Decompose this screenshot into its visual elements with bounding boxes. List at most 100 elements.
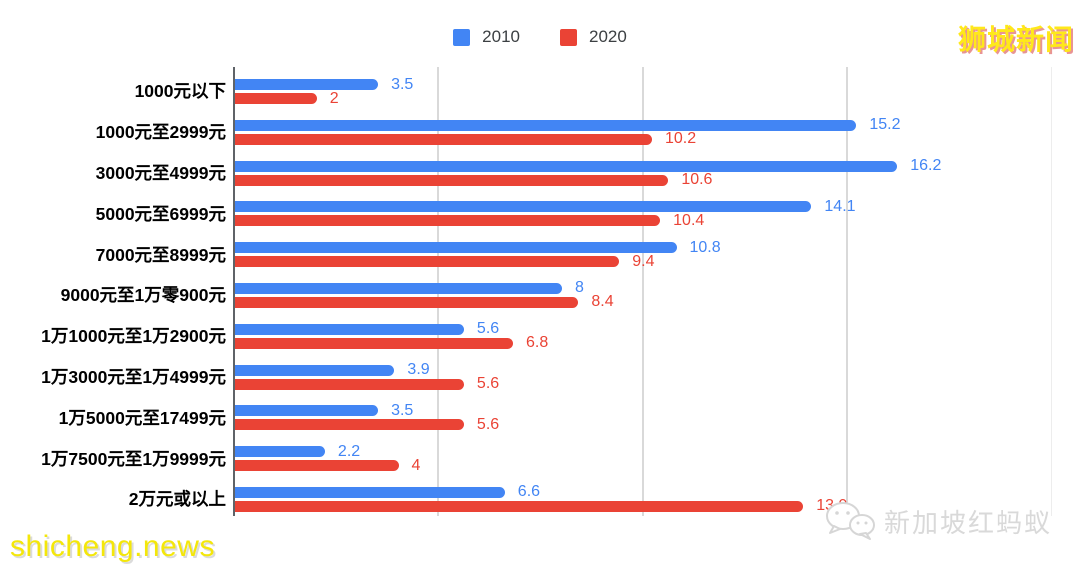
bar-group: 3.5 2 <box>233 67 1080 108</box>
bar-chart: 1000元以下 3.5 2 1000元至2999元 15.2 10.2 3000元至4999… <box>0 67 1080 516</box>
bar-2010 <box>235 486 505 498</box>
bar-2010 <box>235 201 812 213</box>
bar-line-2010: 8 <box>235 279 1080 297</box>
legend-swatch-2020 <box>560 28 577 46</box>
bar-group: 2.2 4 <box>233 434 1080 475</box>
bar-line-2020: 10.4 <box>235 211 1080 229</box>
value-label-2020: 10.2 <box>664 130 697 148</box>
bar-2020 <box>235 337 513 349</box>
bar-line-2020: 5.6 <box>235 415 1080 433</box>
bar-2020 <box>235 133 652 145</box>
watermark: 新加坡红蚂蚁 <box>824 500 1052 542</box>
watermark-text: 新加坡红蚂蚁 <box>883 508 1052 538</box>
legend-item-2020: 2020 <box>560 27 627 47</box>
bar-line-2010: 3.5 <box>235 75 1080 93</box>
chart-row: 5000元至6999元 14.1 10.4 <box>0 189 1080 230</box>
value-label-2020: 2 <box>329 89 339 107</box>
bar-line-2010: 15.2 <box>235 116 1080 134</box>
bar-line-2010: 2.2 <box>235 442 1080 460</box>
bar-line-2020: 8.4 <box>235 294 1080 310</box>
bar-group: 14.1 10.4 <box>233 189 1080 230</box>
value-label-2020: 10.6 <box>681 171 713 189</box>
bar-2020 <box>235 93 317 104</box>
value-label-2010: 16.2 <box>910 157 942 175</box>
chart-row: 7000元至8999元 10.8 9.4 <box>0 230 1080 271</box>
bar-2020 <box>235 296 579 308</box>
chart-row: 1万3000元至1万4999元 3.9 5.6 <box>0 353 1080 394</box>
category-label: 1万5000元至17499元 <box>58 407 226 428</box>
bar-2020 <box>235 256 620 268</box>
gridline-15 <box>846 67 849 516</box>
value-label-2010: 3.5 <box>391 75 414 93</box>
category-label: 1000元至2999元 <box>95 122 226 143</box>
bar-2020 <box>235 378 464 390</box>
bar-2010 <box>235 242 677 254</box>
value-label-2020: 5.6 <box>476 415 500 433</box>
bar-line-2010: 5.6 <box>235 320 1080 338</box>
chart-row: 1万7500元至1万9999元 2.2 4 <box>0 434 1080 475</box>
value-label-2010: 15.2 <box>869 116 901 134</box>
category-label: 5000元至6999元 <box>95 203 226 224</box>
bar-2010 <box>235 160 898 172</box>
bar-2010 <box>235 405 379 417</box>
bar-line-2020: 10.6 <box>235 171 1080 189</box>
value-label-2020: 10.4 <box>673 211 705 229</box>
bar-2010 <box>235 323 464 335</box>
value-label-2010: 14.1 <box>824 197 856 215</box>
bar-group: 3.5 5.6 <box>233 393 1080 434</box>
value-label-2010: 8 <box>575 279 584 297</box>
brand-logo: 狮城新闻 <box>957 24 1074 55</box>
bar-line-2020: 4 <box>235 456 1080 474</box>
chart-legend: 2010 2020 <box>0 24 1080 50</box>
bar-line-2010: 6.6 <box>235 484 1080 500</box>
category-label: 1万3000元至1万4999元 <box>41 366 226 387</box>
bar-group: 8 8.4 <box>233 271 1080 312</box>
value-label-2020: 9.4 <box>632 252 655 270</box>
bar-2020 <box>235 460 399 472</box>
bar-group: 5.6 6.8 <box>233 312 1080 353</box>
bar-2020 <box>235 174 669 186</box>
value-label-2020: 5.6 <box>476 375 500 393</box>
legend-label-2020: 2020 <box>589 27 627 46</box>
bar-line-2020: 2 <box>235 89 1080 107</box>
chart-row: 1万1000元至1万2900元 5.6 6.8 <box>0 312 1080 353</box>
bar-2010 <box>235 446 325 458</box>
value-label-2020: 4 <box>411 456 421 474</box>
bar-line-2010: 3.5 <box>235 401 1080 419</box>
bar-2020 <box>235 419 464 431</box>
gridline-10 <box>641 67 644 516</box>
chart-rows: 1000元以下 3.5 2 1000元至2999元 15.2 10.2 3000元至4999… <box>0 67 1080 516</box>
bar-line-2020: 6.8 <box>235 334 1080 352</box>
value-label-2010: 3.9 <box>407 361 430 379</box>
category-label: 1000元以下 <box>134 81 226 102</box>
value-label-2010: 5.6 <box>476 320 500 338</box>
bar-2020 <box>235 215 661 227</box>
bar-line-2020: 10.2 <box>235 130 1080 148</box>
chart-row: 1万5000元至17499元 3.5 5.6 <box>0 393 1080 434</box>
category-label: 9000元至1万零900元 <box>60 285 226 306</box>
y-axis-line <box>233 67 235 516</box>
legend-label-2010: 2010 <box>482 27 520 46</box>
bar-line-2010: 10.8 <box>235 238 1080 256</box>
category-label: 7000元至8999元 <box>95 244 226 265</box>
bar-line-2010: 16.2 <box>235 157 1080 175</box>
bar-2010 <box>235 79 379 90</box>
site-url: shicheng.news <box>10 530 215 563</box>
value-label-2010: 2.2 <box>337 442 361 460</box>
bar-2010 <box>235 282 563 294</box>
category-label: 3000元至4999元 <box>95 162 226 183</box>
bar-line-2010: 14.1 <box>235 197 1080 215</box>
value-label-2010: 3.5 <box>391 401 414 419</box>
bar-group: 3.9 5.6 <box>233 353 1080 394</box>
value-label-2010: 10.8 <box>689 238 721 256</box>
chart-row: 3000元至4999元 16.2 10.6 <box>0 149 1080 190</box>
bar-2010 <box>235 364 395 376</box>
value-label-2020: 6.8 <box>525 334 549 352</box>
bar-line-2020: 9.4 <box>235 252 1080 270</box>
gridline-20 <box>1050 67 1052 516</box>
bar-2020 <box>235 500 804 512</box>
bar-group: 10.8 9.4 <box>233 230 1080 271</box>
bar-line-2010: 3.9 <box>235 361 1080 379</box>
